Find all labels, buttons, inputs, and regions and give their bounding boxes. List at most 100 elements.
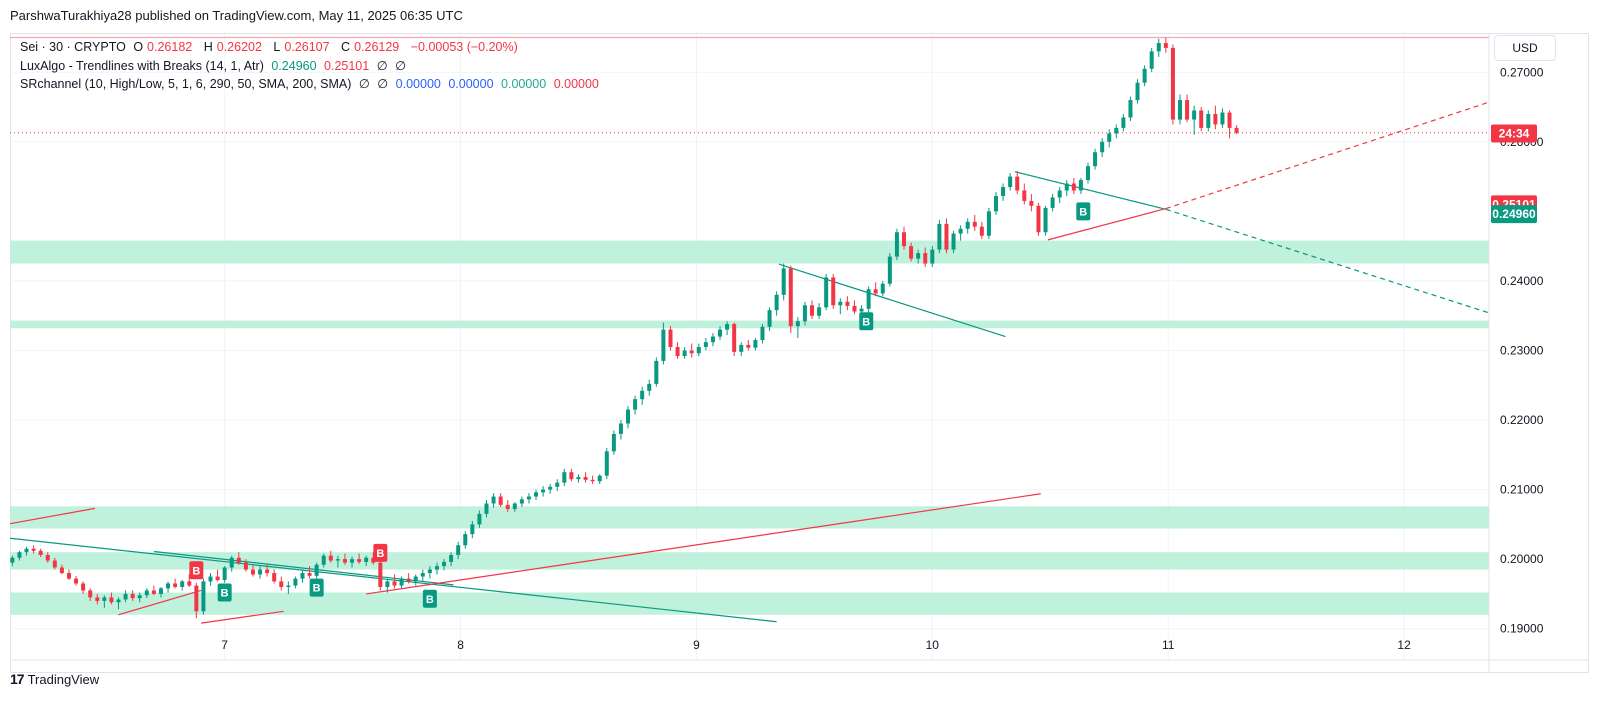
chart-frame [10,33,1589,673]
candle-body [831,277,836,306]
candle [371,552,376,565]
candle [1170,44,1175,125]
candle [604,447,609,480]
candle [17,550,22,561]
signal-label: B [309,578,324,597]
candle [633,395,638,415]
candle [845,296,850,311]
candle-body [300,573,305,579]
candle [640,386,645,405]
candle [1043,205,1048,236]
candle [364,555,369,567]
candle [831,273,836,309]
candle-body [491,496,496,504]
published-caption: ParshwaTurakhiya28 published on TradingV… [10,8,463,23]
candle [88,588,93,601]
candle [958,225,963,241]
time-axis: 7 8 9 10 11 12 [10,638,1589,661]
candle-body [859,308,864,312]
candle [774,291,779,316]
candle-body [151,590,156,594]
candle [654,357,659,387]
signal-box [859,312,874,331]
candle [1220,108,1225,128]
currency-button[interactable]: USD [1494,35,1556,61]
candle-body [144,590,149,596]
candle [116,597,121,610]
candle-body [944,223,949,250]
candle-body [534,492,539,497]
trendlines [9,101,1490,624]
tradingview-logo[interactable]: 17 TradingView [10,671,99,687]
price-tag: 24:34 [1491,124,1537,143]
candle [399,576,404,589]
indicator1-value1: 0.24960 [271,59,317,73]
candle-body [725,324,730,330]
candle-body [1093,152,1098,167]
indicator1-name[interactable]: LuxAlgo - Trendlines with Breaks (14, 1,… [20,59,264,73]
candle-body [1008,176,1013,188]
candle-body [243,562,248,570]
candle [463,531,468,549]
candle-body [668,329,673,347]
candle [583,472,588,483]
candle-body [24,548,29,553]
candle [1036,203,1041,236]
candle-body [74,578,79,584]
candle-body [689,350,694,354]
candle [760,324,765,344]
candle [732,322,737,357]
candle [1008,173,1013,191]
candle-body [1043,207,1048,233]
candle-body [880,283,885,294]
candle-body [817,307,822,316]
close-value: 0.26129 [354,40,400,54]
candle [95,593,100,605]
candle-body [788,268,793,327]
price-tag-box [1491,124,1537,143]
candle-body [1213,113,1218,125]
candle [442,559,447,571]
time-tick-label: 10 [926,638,940,652]
candle [618,420,623,440]
candle [1234,125,1239,135]
candle-body [173,583,178,587]
candle [45,552,50,563]
candle-body [718,329,723,337]
candle [236,552,241,565]
candle-body [1149,51,1154,69]
candle [1029,193,1034,212]
candle [795,317,800,338]
candle [802,301,807,326]
signal-box [373,543,388,562]
candle-body [350,559,355,563]
legend-symbol[interactable]: Sei · 30 · CRYPTO [20,40,126,54]
indicator2-name[interactable]: SRchannel (10, High/Low, 5, 1, 6, 290, 5… [20,77,352,91]
candle [378,559,383,591]
candle-body [123,593,128,600]
candle-body [1001,187,1006,197]
candle [342,553,347,565]
candle [81,581,86,594]
candle-body [753,340,758,348]
candle-body [569,472,574,480]
candle [38,548,43,558]
candle [1121,113,1126,132]
candle [590,475,595,485]
candle-body [1114,127,1119,134]
candle [838,298,843,315]
candle [300,569,305,583]
candle [647,379,652,396]
candle-body [802,305,807,322]
candle-body [541,489,546,493]
price-tick-label: 0.20000 [1500,552,1544,566]
candle-body [965,221,970,229]
candle-body [258,569,263,575]
candle [1213,105,1218,130]
candle [314,562,319,581]
candle [1185,94,1190,123]
candle [555,479,560,491]
candle-body [986,211,991,236]
